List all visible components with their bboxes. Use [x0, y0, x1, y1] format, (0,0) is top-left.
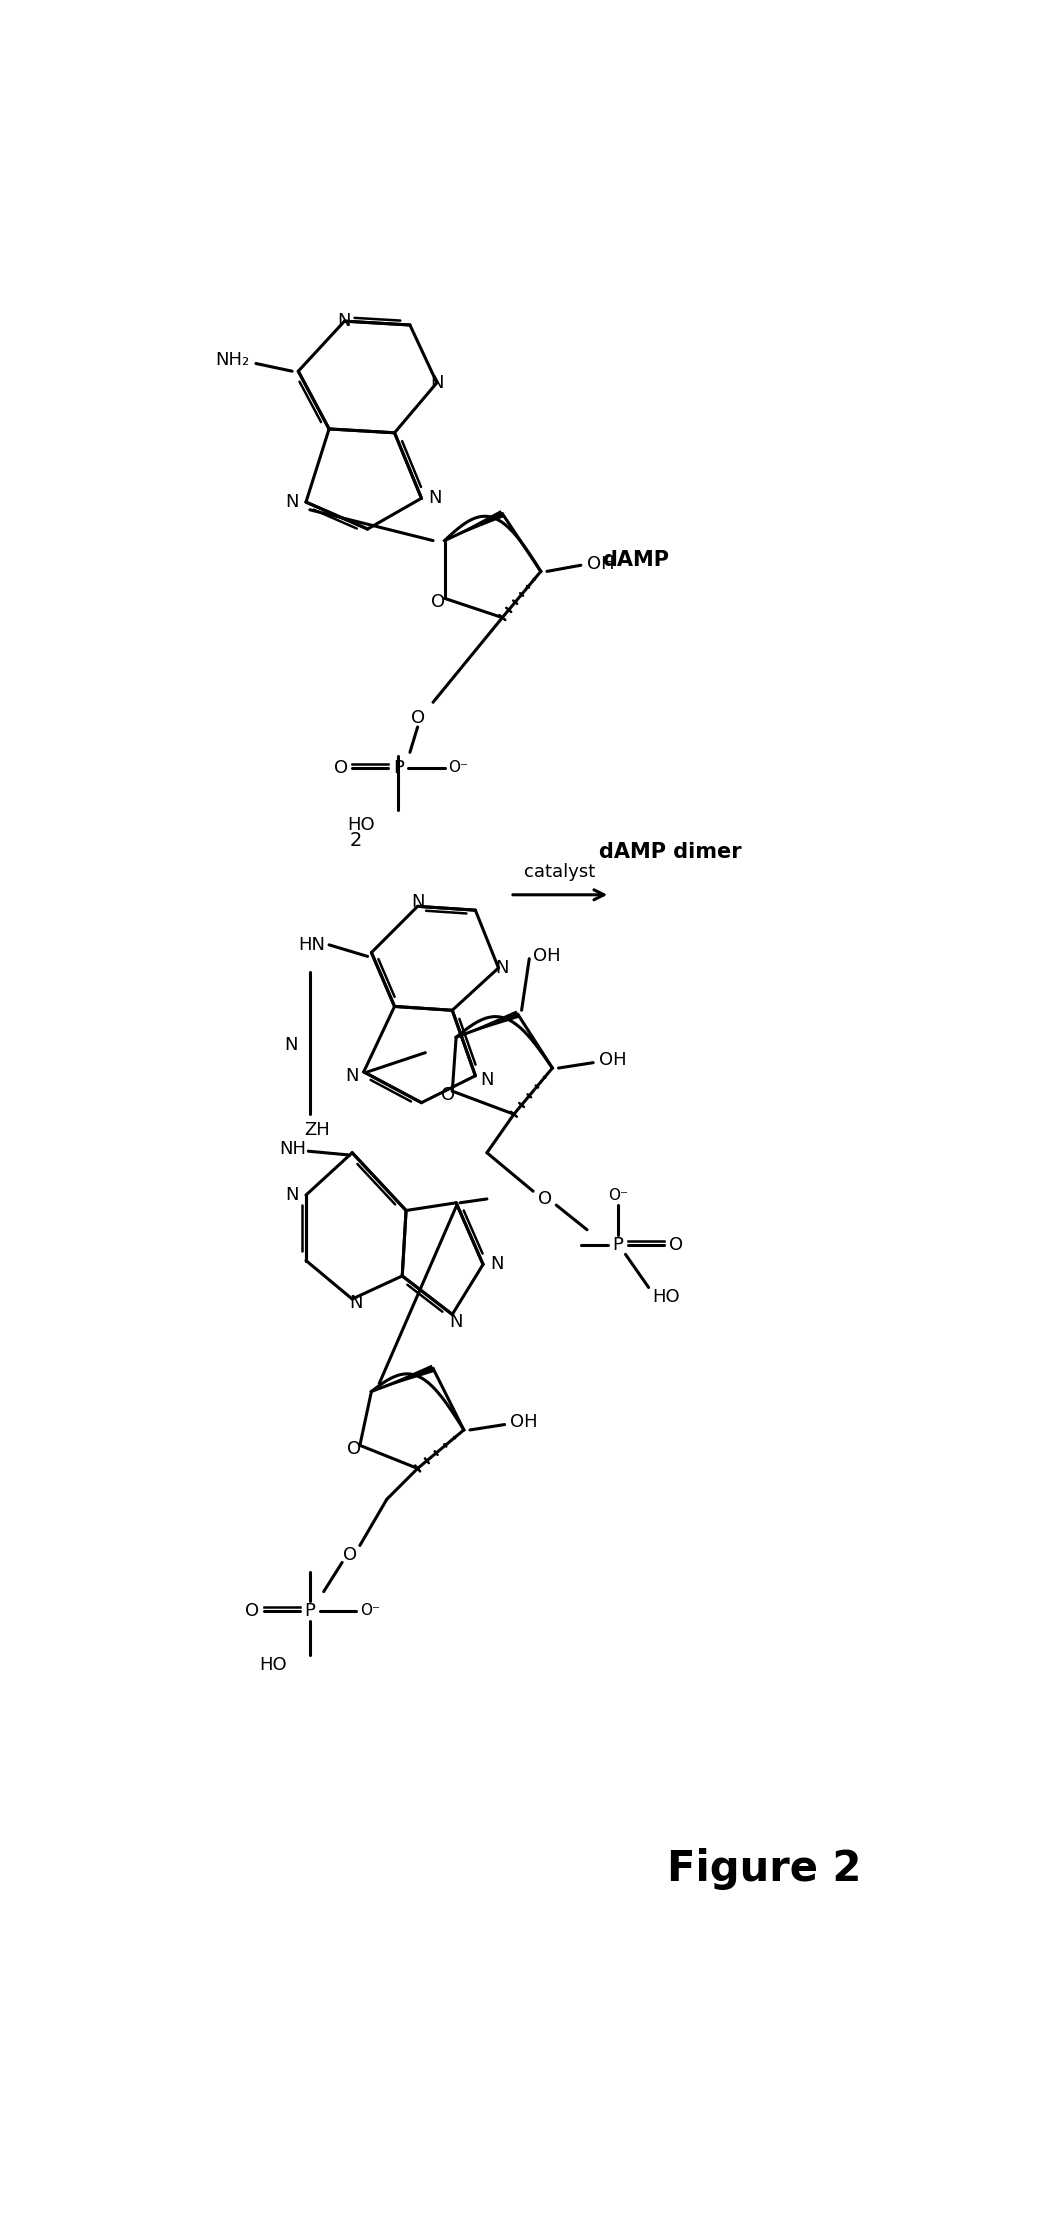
Text: HN: HN	[298, 935, 325, 953]
Text: N: N	[450, 1314, 463, 1332]
Text: O: O	[333, 759, 348, 777]
Text: O: O	[537, 1189, 552, 1207]
Text: N: N	[337, 312, 351, 330]
Text: N: N	[350, 1294, 362, 1312]
Text: HO: HO	[259, 1657, 286, 1675]
Text: O: O	[410, 708, 425, 726]
Text: O: O	[431, 592, 446, 610]
Text: ZH: ZH	[305, 1120, 330, 1138]
Text: Figure 2: Figure 2	[667, 1848, 861, 1891]
Text: OH: OH	[587, 555, 614, 572]
Text: NH: NH	[279, 1140, 306, 1158]
Text: P: P	[612, 1236, 624, 1254]
Text: N: N	[411, 893, 425, 911]
Text: O: O	[347, 1441, 361, 1459]
Text: 2: 2	[350, 831, 362, 851]
Text: N: N	[284, 1036, 298, 1053]
Text: dAMP dimer: dAMP dimer	[599, 842, 741, 862]
Text: O: O	[441, 1087, 456, 1105]
Text: N: N	[430, 374, 443, 392]
Text: N: N	[285, 1187, 299, 1205]
Text: OH: OH	[533, 946, 561, 964]
Polygon shape	[445, 510, 504, 541]
Text: P: P	[304, 1601, 315, 1619]
Text: NH₂: NH₂	[215, 350, 250, 370]
Text: O⁻: O⁻	[360, 1603, 380, 1619]
Text: P: P	[392, 759, 404, 777]
Text: O: O	[245, 1601, 259, 1619]
Polygon shape	[372, 1365, 434, 1392]
Text: OH: OH	[599, 1051, 627, 1069]
Text: OH: OH	[510, 1414, 537, 1432]
Text: N: N	[496, 960, 509, 978]
Text: dAMP: dAMP	[603, 550, 669, 570]
Text: catalyst: catalyst	[525, 862, 595, 880]
Text: N: N	[285, 492, 299, 510]
Text: N: N	[480, 1071, 493, 1089]
Text: O: O	[342, 1546, 357, 1563]
Polygon shape	[456, 1011, 519, 1038]
Text: N: N	[429, 490, 442, 508]
Text: N: N	[346, 1067, 359, 1085]
Text: N: N	[490, 1256, 504, 1274]
Text: O⁻: O⁻	[608, 1187, 628, 1203]
Text: HO: HO	[653, 1289, 680, 1307]
Text: O⁻: O⁻	[449, 759, 468, 775]
Text: O: O	[668, 1236, 683, 1254]
Text: HO: HO	[348, 817, 375, 835]
